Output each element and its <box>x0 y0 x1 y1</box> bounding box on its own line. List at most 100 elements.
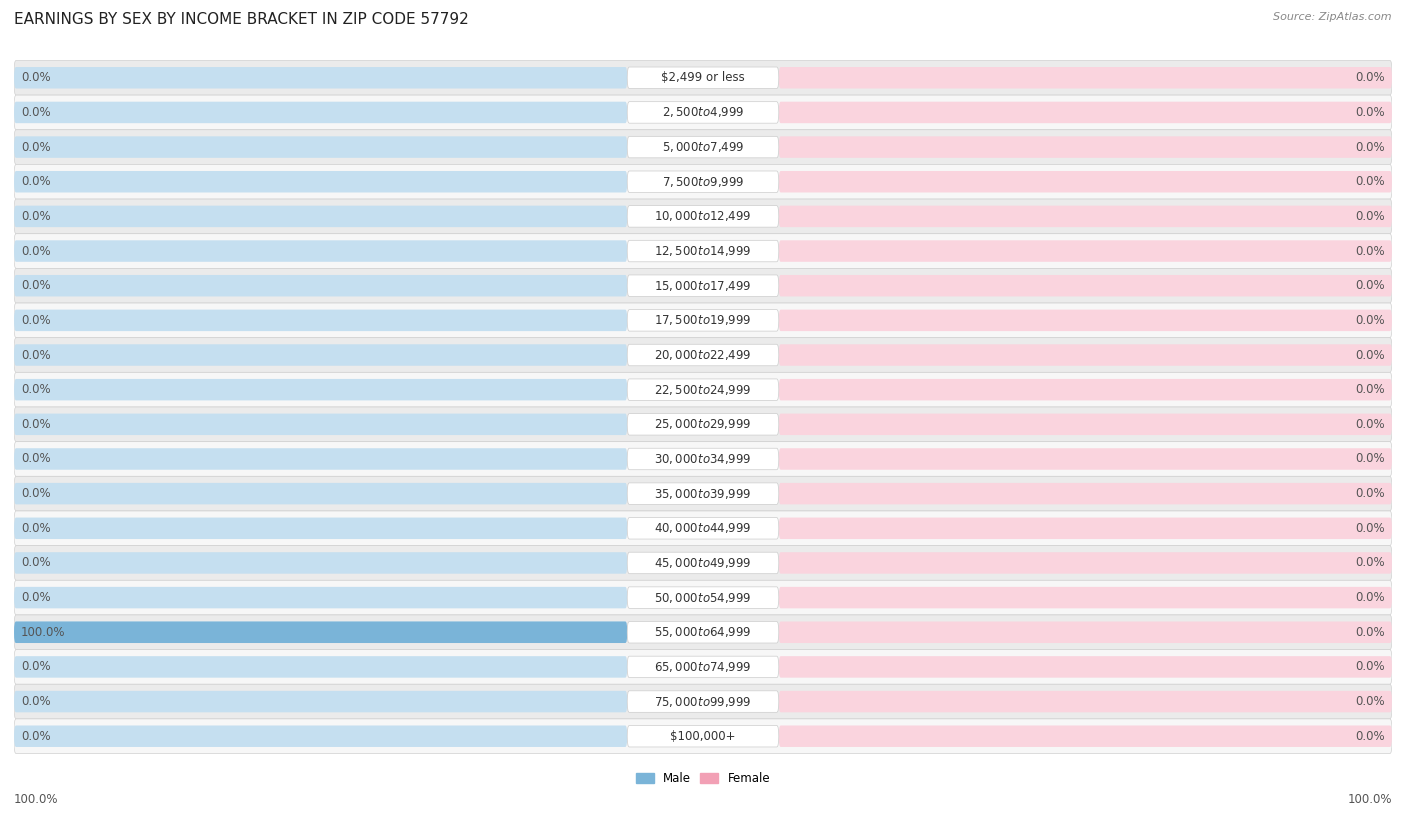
FancyBboxPatch shape <box>14 240 627 262</box>
Text: $30,000 to $34,999: $30,000 to $34,999 <box>654 452 752 466</box>
FancyBboxPatch shape <box>14 136 627 158</box>
FancyBboxPatch shape <box>14 552 627 574</box>
Text: 0.0%: 0.0% <box>1355 210 1385 223</box>
FancyBboxPatch shape <box>14 309 627 331</box>
Text: 0.0%: 0.0% <box>1355 626 1385 639</box>
FancyBboxPatch shape <box>627 344 779 365</box>
Text: 0.0%: 0.0% <box>21 729 51 742</box>
FancyBboxPatch shape <box>14 587 627 608</box>
FancyBboxPatch shape <box>14 269 1392 303</box>
FancyBboxPatch shape <box>779 206 1392 227</box>
FancyBboxPatch shape <box>779 379 1392 400</box>
FancyBboxPatch shape <box>779 725 1392 747</box>
Text: $7,500 to $9,999: $7,500 to $9,999 <box>662 175 744 189</box>
FancyBboxPatch shape <box>14 691 627 712</box>
Text: 0.0%: 0.0% <box>1355 72 1385 85</box>
Text: 0.0%: 0.0% <box>21 522 51 535</box>
FancyBboxPatch shape <box>779 552 1392 574</box>
FancyBboxPatch shape <box>627 622 779 643</box>
FancyBboxPatch shape <box>779 275 1392 296</box>
FancyBboxPatch shape <box>779 449 1392 470</box>
FancyBboxPatch shape <box>779 309 1392 331</box>
Text: 100.0%: 100.0% <box>1347 793 1392 806</box>
Text: $35,000 to $39,999: $35,000 to $39,999 <box>654 487 752 501</box>
Text: 0.0%: 0.0% <box>21 348 51 361</box>
FancyBboxPatch shape <box>14 171 627 192</box>
FancyBboxPatch shape <box>627 414 779 435</box>
FancyBboxPatch shape <box>627 275 779 296</box>
FancyBboxPatch shape <box>14 344 627 365</box>
FancyBboxPatch shape <box>627 552 779 574</box>
Text: 0.0%: 0.0% <box>21 314 51 327</box>
FancyBboxPatch shape <box>14 449 627 470</box>
Text: $10,000 to $12,499: $10,000 to $12,499 <box>654 209 752 223</box>
FancyBboxPatch shape <box>14 206 627 227</box>
FancyBboxPatch shape <box>779 344 1392 365</box>
Text: 0.0%: 0.0% <box>1355 383 1385 396</box>
Text: 0.0%: 0.0% <box>21 383 51 396</box>
FancyBboxPatch shape <box>14 483 627 505</box>
FancyBboxPatch shape <box>779 656 1392 678</box>
FancyBboxPatch shape <box>14 656 627 678</box>
FancyBboxPatch shape <box>14 60 1392 95</box>
Text: 0.0%: 0.0% <box>21 557 51 570</box>
Text: $20,000 to $22,499: $20,000 to $22,499 <box>654 348 752 362</box>
Text: 0.0%: 0.0% <box>21 141 51 154</box>
FancyBboxPatch shape <box>14 95 1392 129</box>
FancyBboxPatch shape <box>627 171 779 192</box>
Text: $45,000 to $49,999: $45,000 to $49,999 <box>654 556 752 570</box>
FancyBboxPatch shape <box>779 691 1392 712</box>
Legend: Male, Female: Male, Female <box>631 767 775 790</box>
Text: 0.0%: 0.0% <box>1355 106 1385 119</box>
Text: 0.0%: 0.0% <box>1355 314 1385 327</box>
FancyBboxPatch shape <box>627 102 779 123</box>
FancyBboxPatch shape <box>14 234 1392 269</box>
Text: $75,000 to $99,999: $75,000 to $99,999 <box>654 694 752 708</box>
FancyBboxPatch shape <box>627 518 779 539</box>
Text: $100,000+: $100,000+ <box>671 729 735 742</box>
FancyBboxPatch shape <box>627 691 779 712</box>
FancyBboxPatch shape <box>627 725 779 747</box>
FancyBboxPatch shape <box>14 199 1392 234</box>
Text: $12,500 to $14,999: $12,500 to $14,999 <box>654 244 752 258</box>
Text: 0.0%: 0.0% <box>1355 244 1385 257</box>
FancyBboxPatch shape <box>14 615 1392 650</box>
Text: 0.0%: 0.0% <box>21 660 51 673</box>
Text: $22,500 to $24,999: $22,500 to $24,999 <box>654 383 752 396</box>
FancyBboxPatch shape <box>14 725 627 747</box>
FancyBboxPatch shape <box>627 379 779 400</box>
Text: 0.0%: 0.0% <box>1355 660 1385 673</box>
FancyBboxPatch shape <box>627 656 779 678</box>
Text: 0.0%: 0.0% <box>21 591 51 604</box>
FancyBboxPatch shape <box>14 372 1392 407</box>
Text: 0.0%: 0.0% <box>1355 141 1385 154</box>
FancyBboxPatch shape <box>14 650 1392 685</box>
FancyBboxPatch shape <box>627 136 779 158</box>
Text: $15,000 to $17,499: $15,000 to $17,499 <box>654 278 752 293</box>
Text: EARNINGS BY SEX BY INCOME BRACKET IN ZIP CODE 57792: EARNINGS BY SEX BY INCOME BRACKET IN ZIP… <box>14 12 468 27</box>
Text: Source: ZipAtlas.com: Source: ZipAtlas.com <box>1274 12 1392 22</box>
Text: 0.0%: 0.0% <box>1355 591 1385 604</box>
FancyBboxPatch shape <box>779 240 1392 262</box>
FancyBboxPatch shape <box>14 476 1392 511</box>
Text: 0.0%: 0.0% <box>1355 348 1385 361</box>
FancyBboxPatch shape <box>14 275 627 296</box>
Text: 0.0%: 0.0% <box>21 175 51 188</box>
Text: 0.0%: 0.0% <box>21 453 51 466</box>
FancyBboxPatch shape <box>779 483 1392 505</box>
FancyBboxPatch shape <box>14 303 1392 338</box>
Text: $2,500 to $4,999: $2,500 to $4,999 <box>662 106 744 120</box>
FancyBboxPatch shape <box>14 414 627 435</box>
FancyBboxPatch shape <box>14 545 1392 580</box>
FancyBboxPatch shape <box>14 407 1392 442</box>
FancyBboxPatch shape <box>627 449 779 470</box>
Text: $17,500 to $19,999: $17,500 to $19,999 <box>654 313 752 327</box>
Text: 0.0%: 0.0% <box>1355 453 1385 466</box>
FancyBboxPatch shape <box>779 171 1392 192</box>
FancyBboxPatch shape <box>627 309 779 331</box>
FancyBboxPatch shape <box>14 622 627 643</box>
Text: 100.0%: 100.0% <box>14 793 59 806</box>
Text: $5,000 to $7,499: $5,000 to $7,499 <box>662 140 744 154</box>
Text: 0.0%: 0.0% <box>1355 557 1385 570</box>
FancyBboxPatch shape <box>779 136 1392 158</box>
